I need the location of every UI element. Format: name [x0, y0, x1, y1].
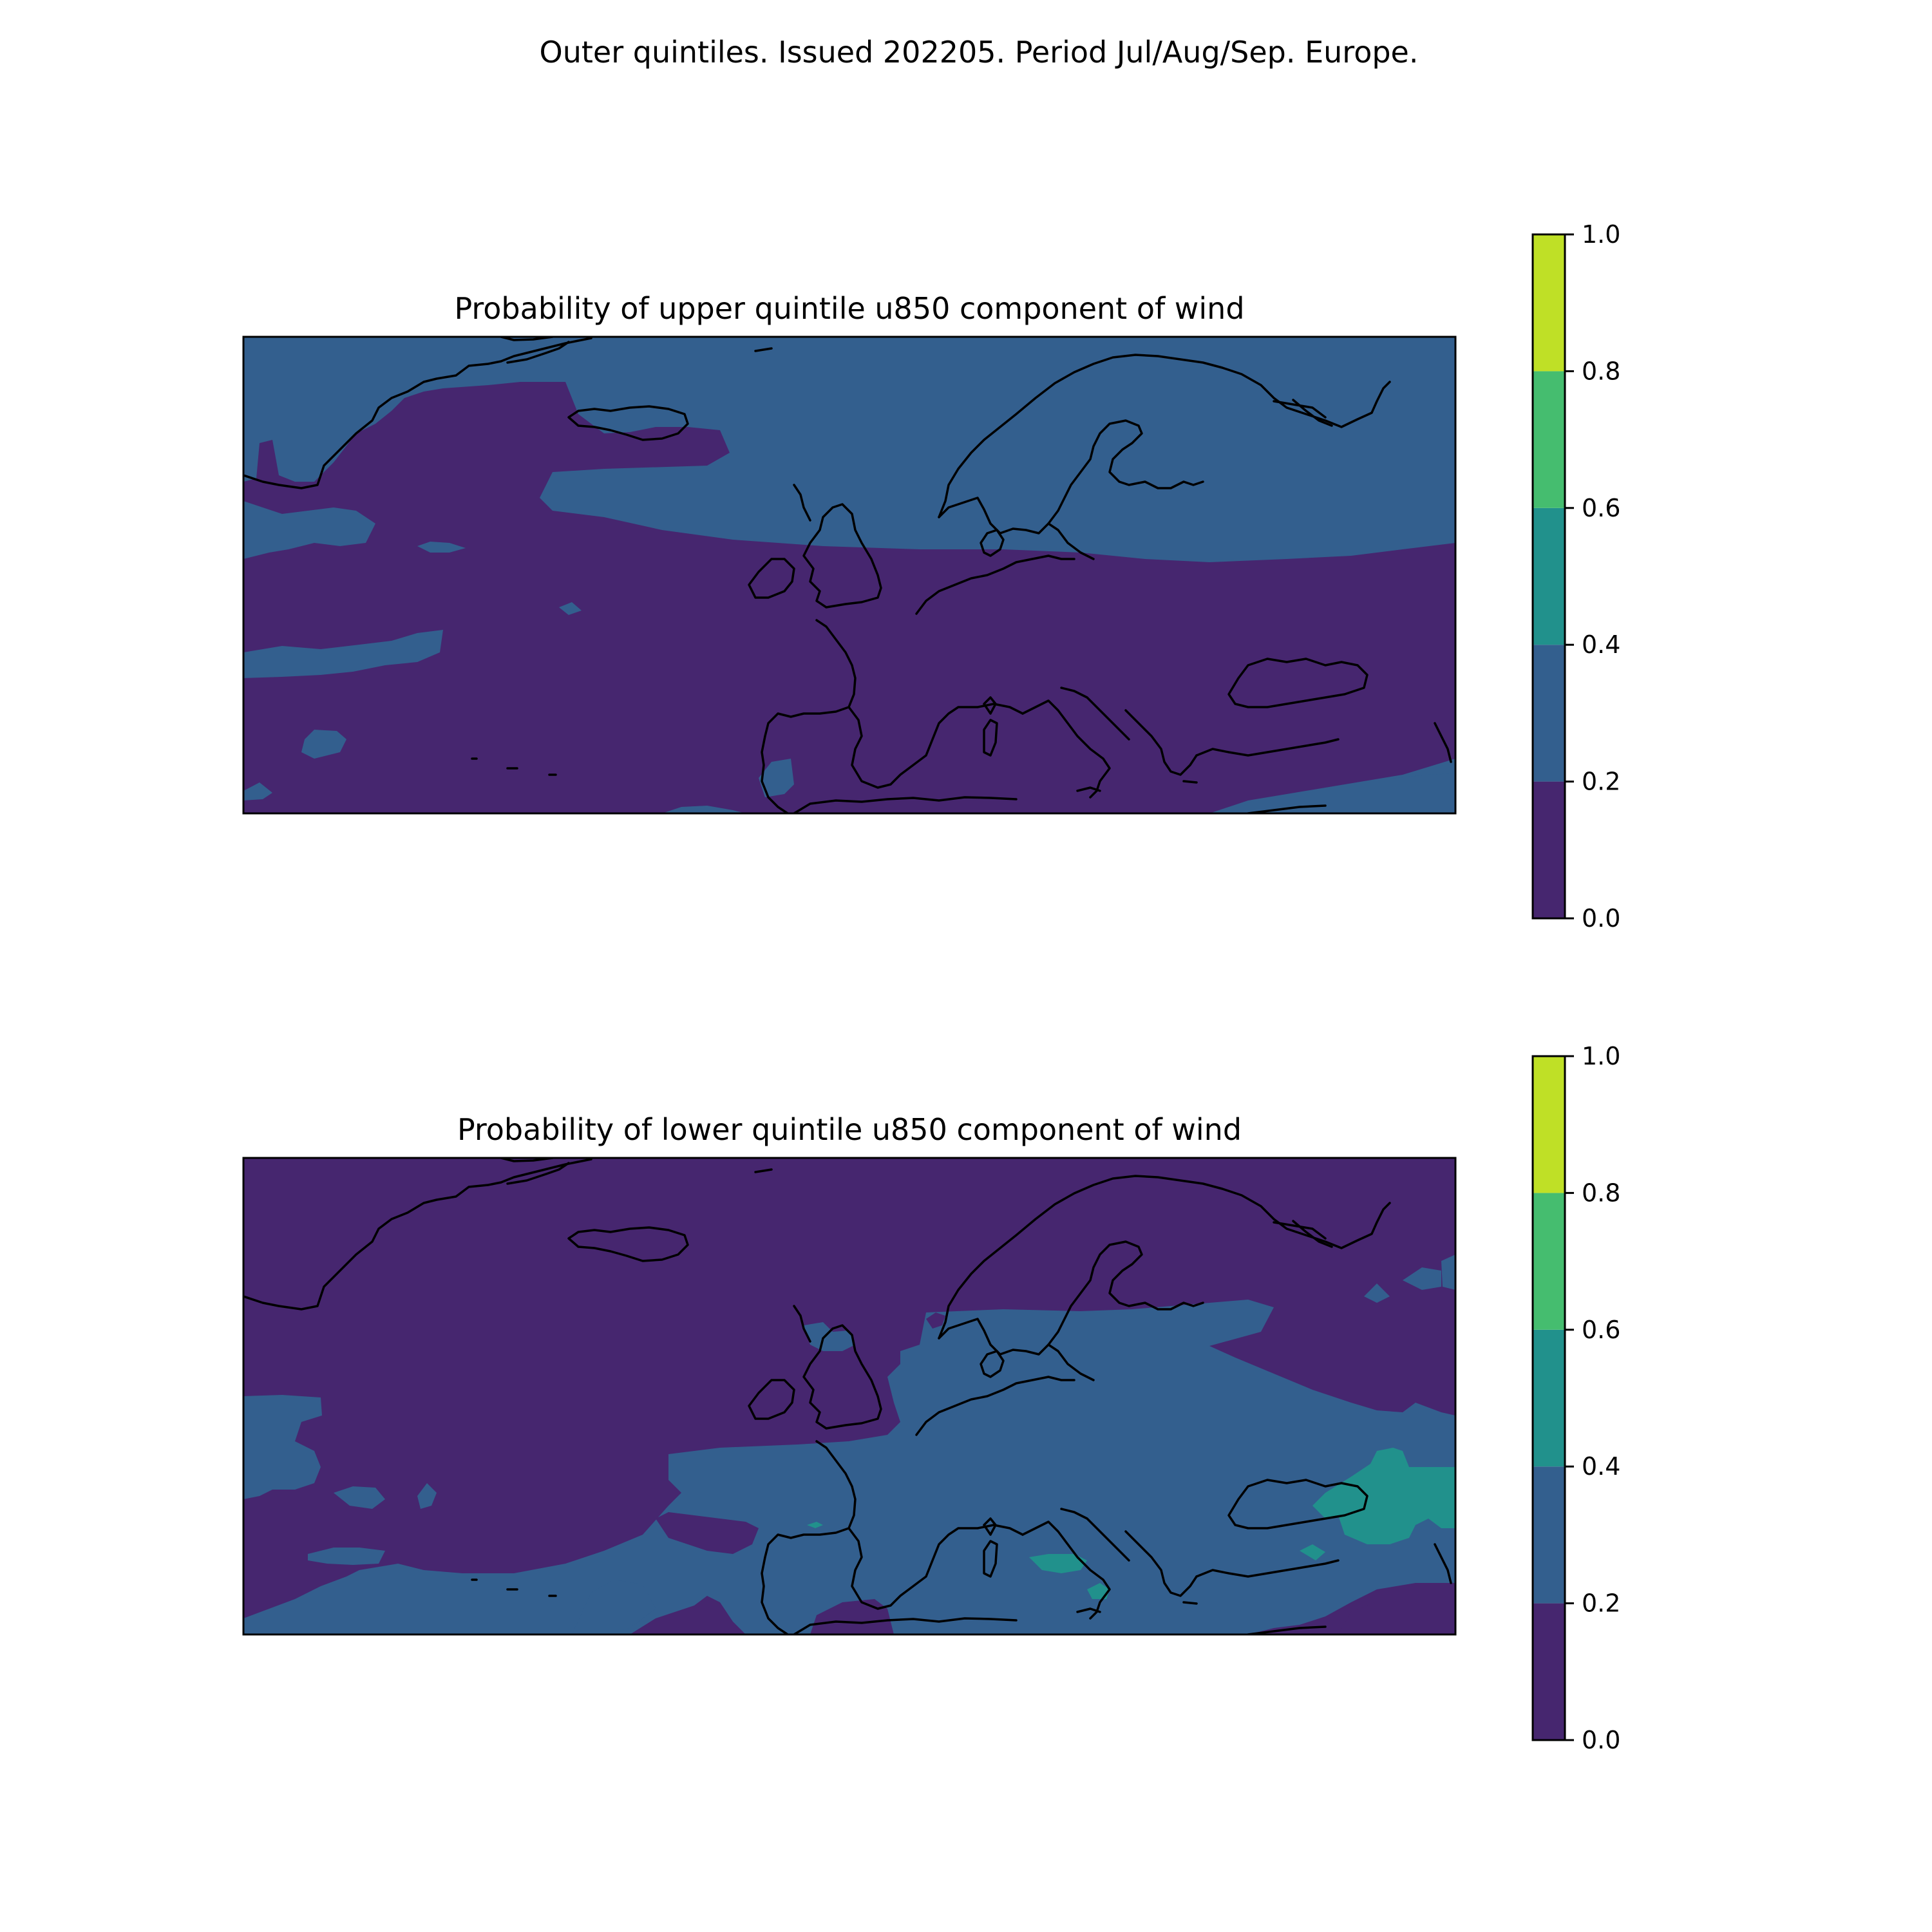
lower-colorbar-tick-label: 0.8 — [1582, 1179, 1620, 1207]
lower-colorbar-tick-label: 0.0 — [1582, 1726, 1620, 1754]
upper-colorbar-segment — [1533, 234, 1565, 372]
lower-quintile-panel: Probability of lower quintile u850 compo… — [242, 1112, 1457, 1636]
upper-colorbar-frame — [1531, 233, 1566, 920]
lower-colorbar-tick-label: 0.6 — [1582, 1316, 1620, 1344]
upper-quintile-map — [243, 337, 1455, 813]
lower-class-fill-caucasus — [1312, 1448, 1455, 1544]
lower-colorbar-frame — [1531, 1055, 1566, 1741]
upper-colorbar-tick-label: 0.2 — [1582, 768, 1620, 796]
upper-quintile-title: Probability of upper quintile u850 compo… — [454, 291, 1244, 326]
figure-suptitle: Outer quintiles. Issued 202205. Period J… — [540, 35, 1419, 70]
upper-colorbar-tick-label: 0.4 — [1582, 630, 1620, 659]
upper-quintile-map-frame — [242, 336, 1457, 815]
upper-colorbar-tick-label: 0.0 — [1582, 904, 1620, 933]
upper-colorbar-tick-label: 0.8 — [1582, 357, 1620, 385]
lower-colorbar-segment — [1533, 1056, 1565, 1193]
lower-colorbar-segment — [1533, 1193, 1565, 1330]
lower-class-fill-europe — [243, 1300, 1455, 1634]
lower-colorbar-segment — [1533, 1329, 1565, 1467]
upper-class-fill-atlantic — [243, 382, 1455, 813]
upper-colorbar-segment — [1533, 645, 1565, 782]
lower-colorbar-tick-label: 0.2 — [1582, 1589, 1620, 1618]
lower-colorbar-segment — [1533, 1466, 1565, 1604]
lower-colorbar-tick-label: 0.4 — [1582, 1452, 1620, 1481]
upper-colorbar-tick-label: 0.6 — [1582, 494, 1620, 522]
lower-quintile-title: Probability of lower quintile u850 compo… — [457, 1112, 1242, 1147]
lower-quintile-map-frame — [242, 1157, 1457, 1636]
upper-colorbar-tick-label: 1.0 — [1582, 220, 1620, 249]
lower-quintile-map — [243, 1158, 1455, 1634]
lower-colorbar-tick-label: 1.0 — [1582, 1042, 1620, 1070]
upper-quintile-panel: Probability of upper quintile u850 compo… — [242, 291, 1457, 815]
upper-colorbar-segment — [1533, 781, 1565, 918]
lower-colorbar-segment — [1533, 1603, 1565, 1740]
upper-colorbar-segment — [1533, 371, 1565, 508]
lower-quintile-colorbar: 0.0 0.2 0.4 0.6 0.8 1.0 — [1531, 1042, 1620, 1754]
upper-quintile-colorbar: 0.0 0.2 0.4 0.6 0.8 1.0 — [1531, 220, 1620, 933]
upper-colorbar-segment — [1533, 507, 1565, 645]
